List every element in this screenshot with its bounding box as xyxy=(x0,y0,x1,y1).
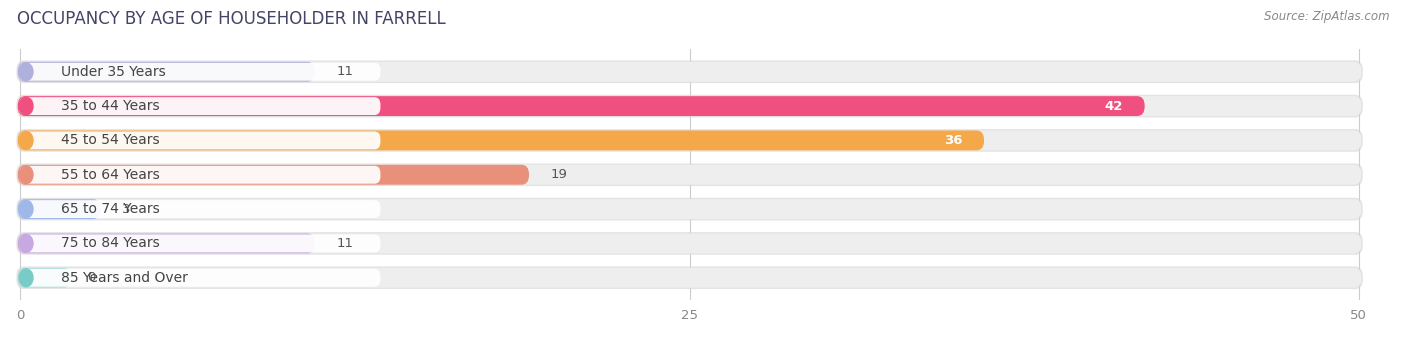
Circle shape xyxy=(20,63,32,81)
Text: Source: ZipAtlas.com: Source: ZipAtlas.com xyxy=(1264,10,1389,23)
FancyBboxPatch shape xyxy=(20,269,381,287)
FancyBboxPatch shape xyxy=(18,62,315,82)
FancyBboxPatch shape xyxy=(18,62,1361,82)
FancyBboxPatch shape xyxy=(17,129,1362,152)
FancyBboxPatch shape xyxy=(17,60,1362,83)
Text: Under 35 Years: Under 35 Years xyxy=(60,65,166,79)
Text: 42: 42 xyxy=(1105,100,1123,113)
Text: 3: 3 xyxy=(122,203,131,216)
Circle shape xyxy=(20,132,32,149)
Text: 11: 11 xyxy=(336,237,353,250)
Circle shape xyxy=(20,235,32,252)
Text: 19: 19 xyxy=(550,168,567,181)
FancyBboxPatch shape xyxy=(18,268,72,288)
Circle shape xyxy=(20,200,32,218)
Text: 85 Years and Over: 85 Years and Over xyxy=(60,271,187,285)
FancyBboxPatch shape xyxy=(18,165,1361,185)
FancyBboxPatch shape xyxy=(18,199,101,219)
FancyBboxPatch shape xyxy=(17,266,1362,289)
FancyBboxPatch shape xyxy=(18,165,529,185)
FancyBboxPatch shape xyxy=(17,232,1362,255)
Text: 65 to 74 Years: 65 to 74 Years xyxy=(60,202,159,216)
FancyBboxPatch shape xyxy=(20,166,381,184)
Circle shape xyxy=(20,166,32,184)
FancyBboxPatch shape xyxy=(18,131,1361,150)
Text: 36: 36 xyxy=(945,134,963,147)
FancyBboxPatch shape xyxy=(18,268,1361,288)
FancyBboxPatch shape xyxy=(18,96,1144,116)
FancyBboxPatch shape xyxy=(17,95,1362,117)
Text: 55 to 64 Years: 55 to 64 Years xyxy=(60,168,159,182)
Text: 45 to 54 Years: 45 to 54 Years xyxy=(60,133,159,147)
Circle shape xyxy=(20,97,32,115)
FancyBboxPatch shape xyxy=(18,131,984,150)
FancyBboxPatch shape xyxy=(18,234,315,253)
Text: 11: 11 xyxy=(336,65,353,78)
FancyBboxPatch shape xyxy=(20,235,381,252)
Circle shape xyxy=(20,269,32,287)
Text: 35 to 44 Years: 35 to 44 Years xyxy=(60,99,159,113)
FancyBboxPatch shape xyxy=(20,200,381,218)
FancyBboxPatch shape xyxy=(18,199,1361,219)
Text: OCCUPANCY BY AGE OF HOUSEHOLDER IN FARRELL: OCCUPANCY BY AGE OF HOUSEHOLDER IN FARRE… xyxy=(17,10,446,28)
FancyBboxPatch shape xyxy=(17,163,1362,186)
FancyBboxPatch shape xyxy=(20,97,381,115)
Text: 75 to 84 Years: 75 to 84 Years xyxy=(60,236,159,250)
FancyBboxPatch shape xyxy=(20,63,381,81)
FancyBboxPatch shape xyxy=(18,96,1361,116)
FancyBboxPatch shape xyxy=(20,132,381,149)
FancyBboxPatch shape xyxy=(18,234,1361,253)
FancyBboxPatch shape xyxy=(17,198,1362,220)
Text: 0: 0 xyxy=(87,271,96,284)
